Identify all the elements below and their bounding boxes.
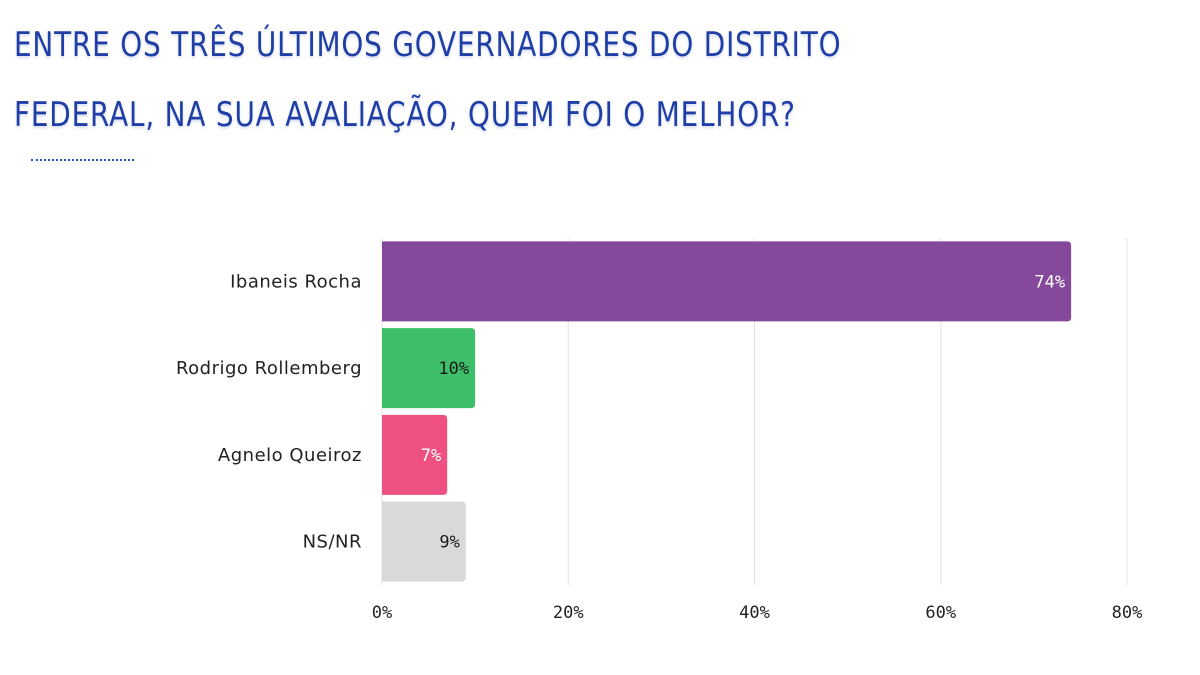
bar — [382, 328, 476, 409]
x-tick-label: 40% — [739, 603, 770, 623]
data-label: 7% — [421, 446, 441, 466]
category-label: Ibaneis Rocha — [230, 271, 362, 292]
x-tick-label: 0% — [372, 603, 392, 623]
bar — [382, 501, 466, 582]
bar — [382, 241, 1072, 322]
x-tick-label: 80% — [1112, 603, 1143, 623]
category-label: NS/NR — [303, 532, 362, 553]
data-label: 10% — [438, 359, 469, 379]
data-label: 74% — [1034, 272, 1065, 292]
category-label: Agnelo Queiroz — [218, 445, 362, 466]
x-tick-label: 60% — [925, 603, 956, 623]
chart-title: ENTRE OS TRÊS ÚLTIMOS GOVERNADORES DO DI… — [14, 25, 842, 135]
title-underline — [31, 159, 134, 161]
category-label: Rodrigo Rollemberg — [176, 358, 362, 379]
x-tick-label: 20% — [553, 603, 584, 623]
data-label: 9% — [439, 533, 459, 553]
bar — [382, 414, 448, 495]
